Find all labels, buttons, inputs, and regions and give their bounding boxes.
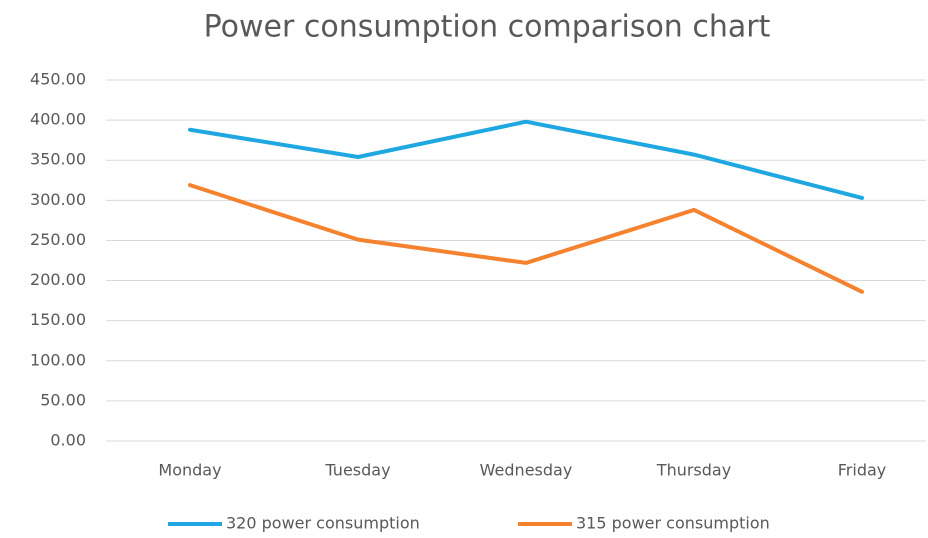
x-tick-label: Monday (158, 461, 221, 480)
y-tick-label: 100.00 (30, 350, 86, 369)
y-tick-label: 0.00 (50, 431, 86, 450)
y-tick-label: 300.00 (30, 190, 86, 209)
x-tick-label: Wednesday (480, 461, 573, 480)
legend-label: 320 power consumption (226, 514, 420, 533)
series-line (188, 183, 864, 294)
y-tick-label: 350.00 (30, 150, 86, 169)
y-tick-label: 200.00 (30, 270, 86, 289)
x-tick-label: Friday (838, 461, 887, 480)
x-tick-label: Tuesday (324, 461, 390, 480)
y-tick-label: 250.00 (30, 230, 86, 249)
y-tick-label: 450.00 (30, 70, 86, 89)
y-tick-label: 400.00 (30, 110, 86, 129)
chart-title: Power consumption comparison chart (204, 10, 771, 45)
y-tick-label: 50.00 (40, 390, 86, 409)
series-line (188, 119, 864, 200)
legend-label: 315 power consumption (576, 514, 770, 533)
x-tick-label: Thursday (656, 461, 731, 480)
y-tick-label: 150.00 (30, 310, 86, 329)
